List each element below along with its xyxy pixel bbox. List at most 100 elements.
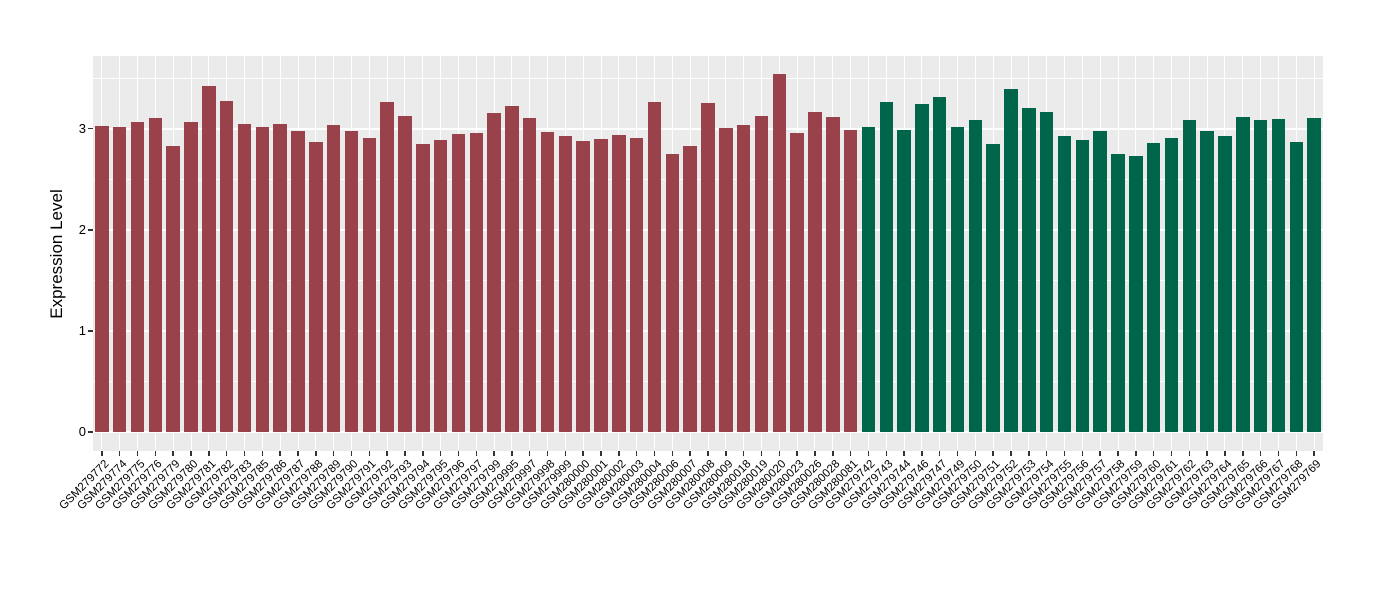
bar-GSM279765 [1236,116,1250,432]
bar-GSM279796 [451,133,466,432]
bar-GSM279751 [986,143,1000,432]
y-tick-label: 2 [78,221,86,237]
bar-GSM279752 [1004,89,1018,432]
bar-GSM279997 [522,117,537,432]
x-tick-mark [368,451,371,456]
x-tick-mark [564,451,567,456]
x-tick-mark [938,451,941,456]
x-tick-mark [742,451,745,456]
x-tick-mark [1010,451,1012,456]
bar-GSM280028 [826,116,840,432]
x-tick-mark [796,451,798,456]
x-tick-mark [992,451,994,456]
x-tick-mark [528,451,531,456]
x-tick-mark [225,451,228,456]
x-tick-mark [1277,451,1280,456]
bar-GSM279794 [416,143,430,432]
x-tick-mark [1259,451,1262,456]
x-tick-mark [1045,451,1048,456]
x-tick-mark [1188,451,1191,456]
bar-GSM279786 [273,123,287,432]
bar-GSM279766 [1253,119,1268,432]
bar-GSM279758 [1111,153,1125,432]
bar-GSM279791 [362,137,377,432]
bar-GSM279799 [487,112,501,432]
x-tick-mark [760,451,763,456]
x-tick-mark [439,451,442,456]
x-tick-mark [1295,451,1297,456]
x-tick-mark [1063,451,1066,456]
bar-GSM280006 [665,153,680,432]
bar-GSM279762 [1182,119,1197,432]
bar-GSM279781 [202,86,216,432]
bar-GSM280007 [683,145,697,432]
y-tick-mark [88,229,93,231]
bar-GSM280001 [594,138,608,432]
y-tick-label: 1 [78,322,86,338]
bar-GSM280004 [647,102,662,432]
x-tick-mark [671,451,674,456]
x-tick-mark [653,451,656,456]
bar-GSM279775 [130,121,145,432]
x-tick-mark [493,451,495,456]
bar-GSM279768 [1289,141,1303,432]
bar-GSM279774 [112,126,127,432]
bar-GSM280020 [772,74,787,432]
bar-GSM279787 [291,130,305,432]
x-tick-mark [725,451,727,456]
bar-GSM280003 [629,137,644,432]
x-tick-mark [1313,451,1315,456]
bar-GSM279769 [1307,117,1321,432]
x-tick-mark [457,451,460,456]
x-tick-mark [546,451,549,456]
x-tick-mark [1224,451,1226,456]
bar-GSM279749 [950,126,965,432]
x-tick-mark [208,451,210,456]
bar-GSM279999 [558,135,573,432]
x-tick-mark [118,451,121,456]
bar-GSM280009 [719,127,733,432]
x-tick-mark [1152,451,1155,456]
bar-GSM279995 [505,105,519,432]
x-tick-mark [1081,451,1084,456]
bar-GSM279783 [237,123,252,432]
x-tick-mark [1242,451,1244,456]
x-tick-mark [1206,451,1208,456]
bar-GSM279764 [1218,135,1232,432]
bar-GSM279744 [897,129,911,432]
x-tick-mark [422,451,424,456]
x-tick-mark [1117,451,1119,456]
bar-GSM279785 [255,126,270,432]
bar-GSM279747 [932,97,947,432]
x-tick-mark [921,451,923,456]
bar-GSM279795 [433,139,448,432]
bar-GSM280000 [576,140,590,432]
x-tick-mark [689,451,691,456]
x-tick-mark [315,451,317,456]
x-tick-mark [582,451,584,456]
bar-GSM280018 [736,124,751,432]
bar-GSM279792 [380,102,394,432]
x-tick-mark [172,451,174,456]
bar-GSM280081 [843,129,858,432]
bar-GSM279776 [148,117,163,432]
bar-GSM279756 [1075,139,1090,432]
x-tick-mark [974,451,977,456]
bar-GSM279797 [469,132,483,432]
bar-GSM280019 [754,115,769,432]
x-tick-mark [707,451,709,456]
x-tick-mark [243,451,246,456]
x-tick-mark [190,451,192,456]
bar-GSM279763 [1200,130,1214,432]
bar-GSM279759 [1129,156,1143,432]
bar-GSM279760 [1146,142,1161,432]
y-tick-mark [88,127,93,130]
x-tick-mark [297,451,299,456]
bar-GSM279772 [95,125,109,432]
x-tick-mark [101,451,103,456]
y-tick-label: 0 [78,423,86,439]
x-tick-mark [618,451,620,456]
y-axis-title: Expression Level [47,189,66,319]
bar-GSM279782 [219,101,234,432]
x-tick-mark [136,451,139,456]
